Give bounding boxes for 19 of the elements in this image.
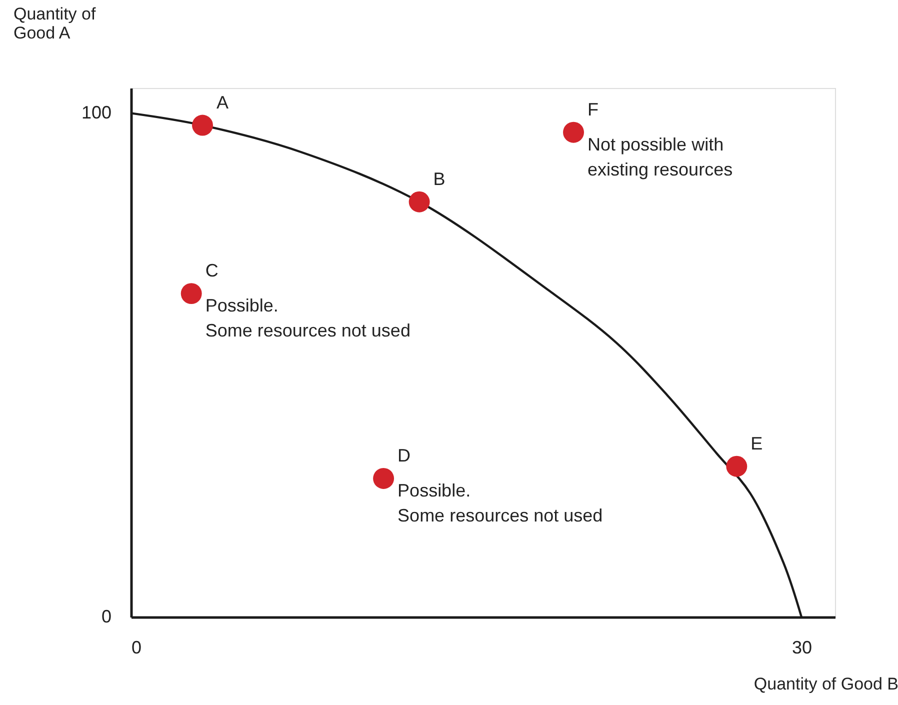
annotation: Possible. Some resources not used — [205, 296, 410, 341]
data-label: A — [216, 92, 229, 112]
data-label: F — [588, 99, 599, 120]
data-label: D — [398, 445, 411, 466]
point — [373, 468, 394, 489]
annotation: Possible. Some resources not used — [398, 480, 603, 526]
y-axis-title: Quantity of Good A — [14, 4, 96, 42]
data-label: E — [750, 433, 763, 454]
annotation: Not possible with existing resources — [588, 134, 733, 180]
x-axis-title: Quantity of Good B — [754, 674, 898, 694]
x-tick-label: 30 — [792, 638, 812, 658]
point — [192, 114, 214, 136]
point — [726, 456, 748, 477]
y-tick-label: 100 — [81, 102, 112, 123]
point — [408, 191, 430, 212]
point — [563, 122, 584, 143]
data-label: C — [205, 260, 218, 281]
point — [180, 283, 202, 304]
data-label: B — [433, 168, 446, 189]
